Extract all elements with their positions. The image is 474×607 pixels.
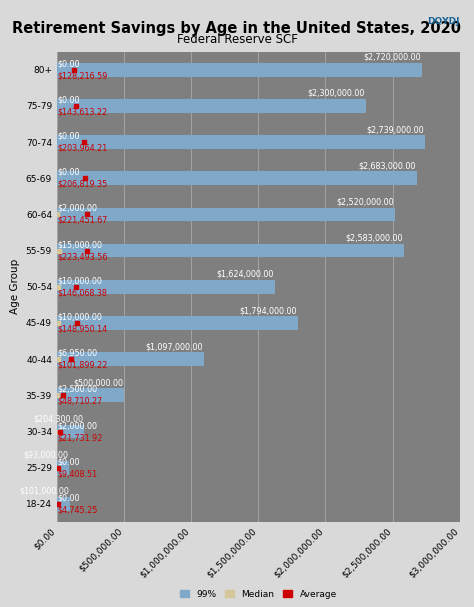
Text: $1,624,000.00: $1,624,000.00 — [217, 270, 274, 279]
Text: $0.00: $0.00 — [57, 168, 80, 177]
Text: $221,451.67: $221,451.67 — [57, 216, 108, 225]
Text: $2,739,000.00: $2,739,000.00 — [366, 125, 424, 134]
Bar — [57, 352, 204, 366]
Text: $101,000.00: $101,000.00 — [19, 487, 69, 496]
Text: $206,819.35: $206,819.35 — [57, 180, 108, 189]
Text: Federal Reserve SCF: Federal Reserve SCF — [176, 33, 298, 46]
Text: $2,500.00: $2,500.00 — [57, 385, 98, 394]
Text: $15,000.00: $15,000.00 — [57, 240, 102, 249]
Text: $0.00: $0.00 — [57, 457, 80, 466]
Text: $2,583,000.00: $2,583,000.00 — [345, 234, 403, 243]
Bar — [57, 99, 366, 113]
Text: $0.00: $0.00 — [57, 493, 80, 503]
Text: $146,068.38: $146,068.38 — [57, 288, 108, 297]
Text: $143,613.22: $143,613.22 — [57, 107, 108, 117]
Text: $9,408.51: $9,408.51 — [57, 469, 98, 478]
Text: $148,950.14: $148,950.14 — [57, 324, 108, 333]
Bar — [57, 280, 275, 294]
Y-axis label: Age Group: Age Group — [10, 259, 20, 314]
Text: $2,520,000.00: $2,520,000.00 — [337, 197, 394, 206]
Bar — [57, 63, 422, 76]
Text: $128,216.59: $128,216.59 — [57, 71, 108, 80]
Text: $0.00: $0.00 — [57, 95, 80, 104]
Bar — [57, 135, 425, 149]
Bar — [57, 425, 84, 438]
Text: $204,300.00: $204,300.00 — [33, 415, 83, 424]
Text: $10,000.00: $10,000.00 — [57, 276, 102, 285]
Bar — [57, 461, 69, 475]
Text: $2,683,000.00: $2,683,000.00 — [359, 161, 416, 171]
Bar — [57, 244, 404, 257]
Text: $0.00: $0.00 — [57, 59, 80, 68]
Bar — [57, 171, 417, 185]
Text: DQYDJ: DQYDJ — [427, 17, 460, 26]
Text: $93,000.00: $93,000.00 — [23, 451, 68, 459]
Text: $2,000.00: $2,000.00 — [57, 421, 98, 430]
Text: $223,493.56: $223,493.56 — [57, 252, 108, 261]
Text: $21,731.92: $21,731.92 — [57, 433, 103, 442]
Text: $0.00: $0.00 — [57, 132, 80, 141]
Text: $10,000.00: $10,000.00 — [57, 313, 102, 322]
Bar — [57, 208, 395, 222]
Text: Retirement Savings by Age in the United States, 2020: Retirement Savings by Age in the United … — [12, 21, 462, 36]
Text: $1,097,000.00: $1,097,000.00 — [146, 342, 203, 351]
Bar — [57, 497, 71, 511]
Text: $2,000.00: $2,000.00 — [57, 204, 98, 213]
Legend: 99%, Median, Average: 99%, Median, Average — [176, 586, 340, 602]
Text: $48,710.27: $48,710.27 — [57, 397, 103, 406]
Text: $101,899.22: $101,899.22 — [57, 361, 108, 370]
Text: $2,300,000.00: $2,300,000.00 — [307, 89, 365, 98]
Text: $6,950.00: $6,950.00 — [57, 349, 98, 358]
Text: $203,964.21: $203,964.21 — [57, 143, 108, 152]
Bar — [57, 388, 124, 402]
Bar — [57, 316, 298, 330]
Text: $1,794,000.00: $1,794,000.00 — [239, 306, 297, 315]
Text: $500,000.00: $500,000.00 — [73, 378, 123, 387]
Text: $4,745.25: $4,745.25 — [57, 506, 98, 514]
Text: $2,720,000.00: $2,720,000.00 — [364, 53, 421, 62]
